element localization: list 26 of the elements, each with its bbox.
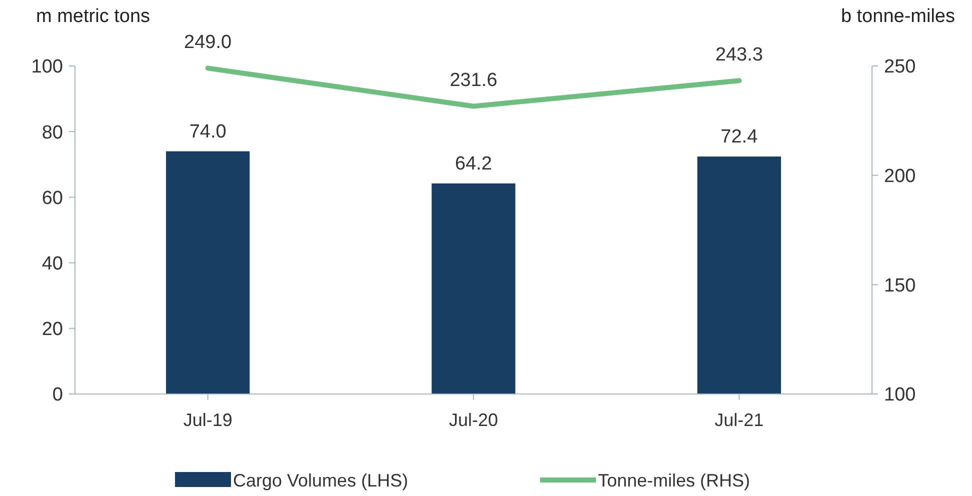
y2-tick-label: 250 (884, 56, 916, 78)
y-tick-label: 0 (52, 384, 63, 406)
legend-label: Cargo Volumes (LHS) (233, 470, 408, 490)
y2-tick-label: 200 (884, 166, 916, 187)
data-label: 249.0 (184, 32, 232, 54)
x-tick-label: Jul-19 (183, 410, 232, 430)
y-tick-label: 20 (42, 319, 63, 340)
data-label: 64.2 (455, 153, 492, 174)
data-label: 231.6 (450, 70, 498, 92)
y2-tick-label: 150 (884, 275, 916, 296)
data-label: 74.0 (189, 121, 226, 142)
x-tick-label: Jul-21 (714, 410, 764, 430)
data-label: 72.4 (720, 126, 758, 148)
y-tick-label: 80 (42, 122, 63, 144)
y2-tick-label: 100 (884, 384, 916, 406)
y-tick-label: 40 (42, 253, 63, 274)
bar (166, 151, 250, 394)
y-tick-label: 100 (31, 56, 63, 78)
y2-axis-title: b tonne-miles (840, 6, 955, 27)
y-tick-label: 60 (42, 188, 63, 209)
data-label: 243.3 (715, 44, 763, 66)
x-tick-label: Jul-20 (448, 410, 498, 430)
y-axis-title: m metric tons (36, 6, 150, 27)
bar (697, 156, 782, 394)
bar (432, 183, 516, 394)
legend-label: Tonne-miles (RHS) (598, 470, 750, 490)
